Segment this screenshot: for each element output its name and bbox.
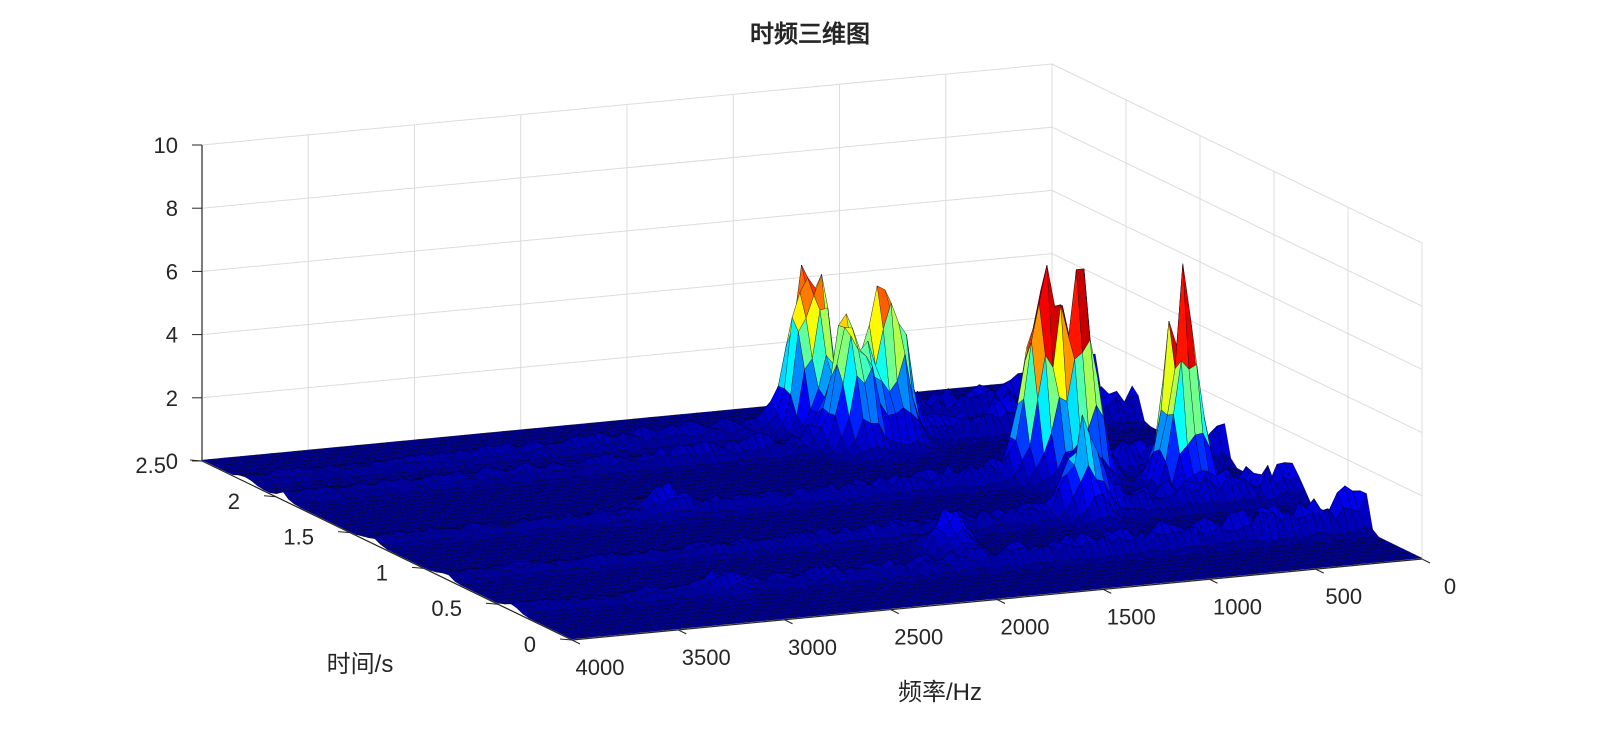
grid-line-back-z-2 [201, 253, 1053, 336]
surface [201, 263, 1423, 640]
grid-line-back-z-1 [201, 316, 1053, 399]
grid-line-back-z-3 [201, 189, 1053, 272]
grid-line-side-z-5 [1051, 63, 1423, 244]
grid-line-side-z-4 [1051, 126, 1423, 307]
grid-line-side-z-2 [1051, 253, 1423, 434]
grid-line-back-z-5 [201, 63, 1053, 146]
time-axis-line [201, 460, 573, 641]
grid-line-side-z-1 [1051, 316, 1423, 497]
grid-line-side-z-3 [1051, 189, 1423, 370]
grid-line-back-z-4 [201, 126, 1053, 209]
